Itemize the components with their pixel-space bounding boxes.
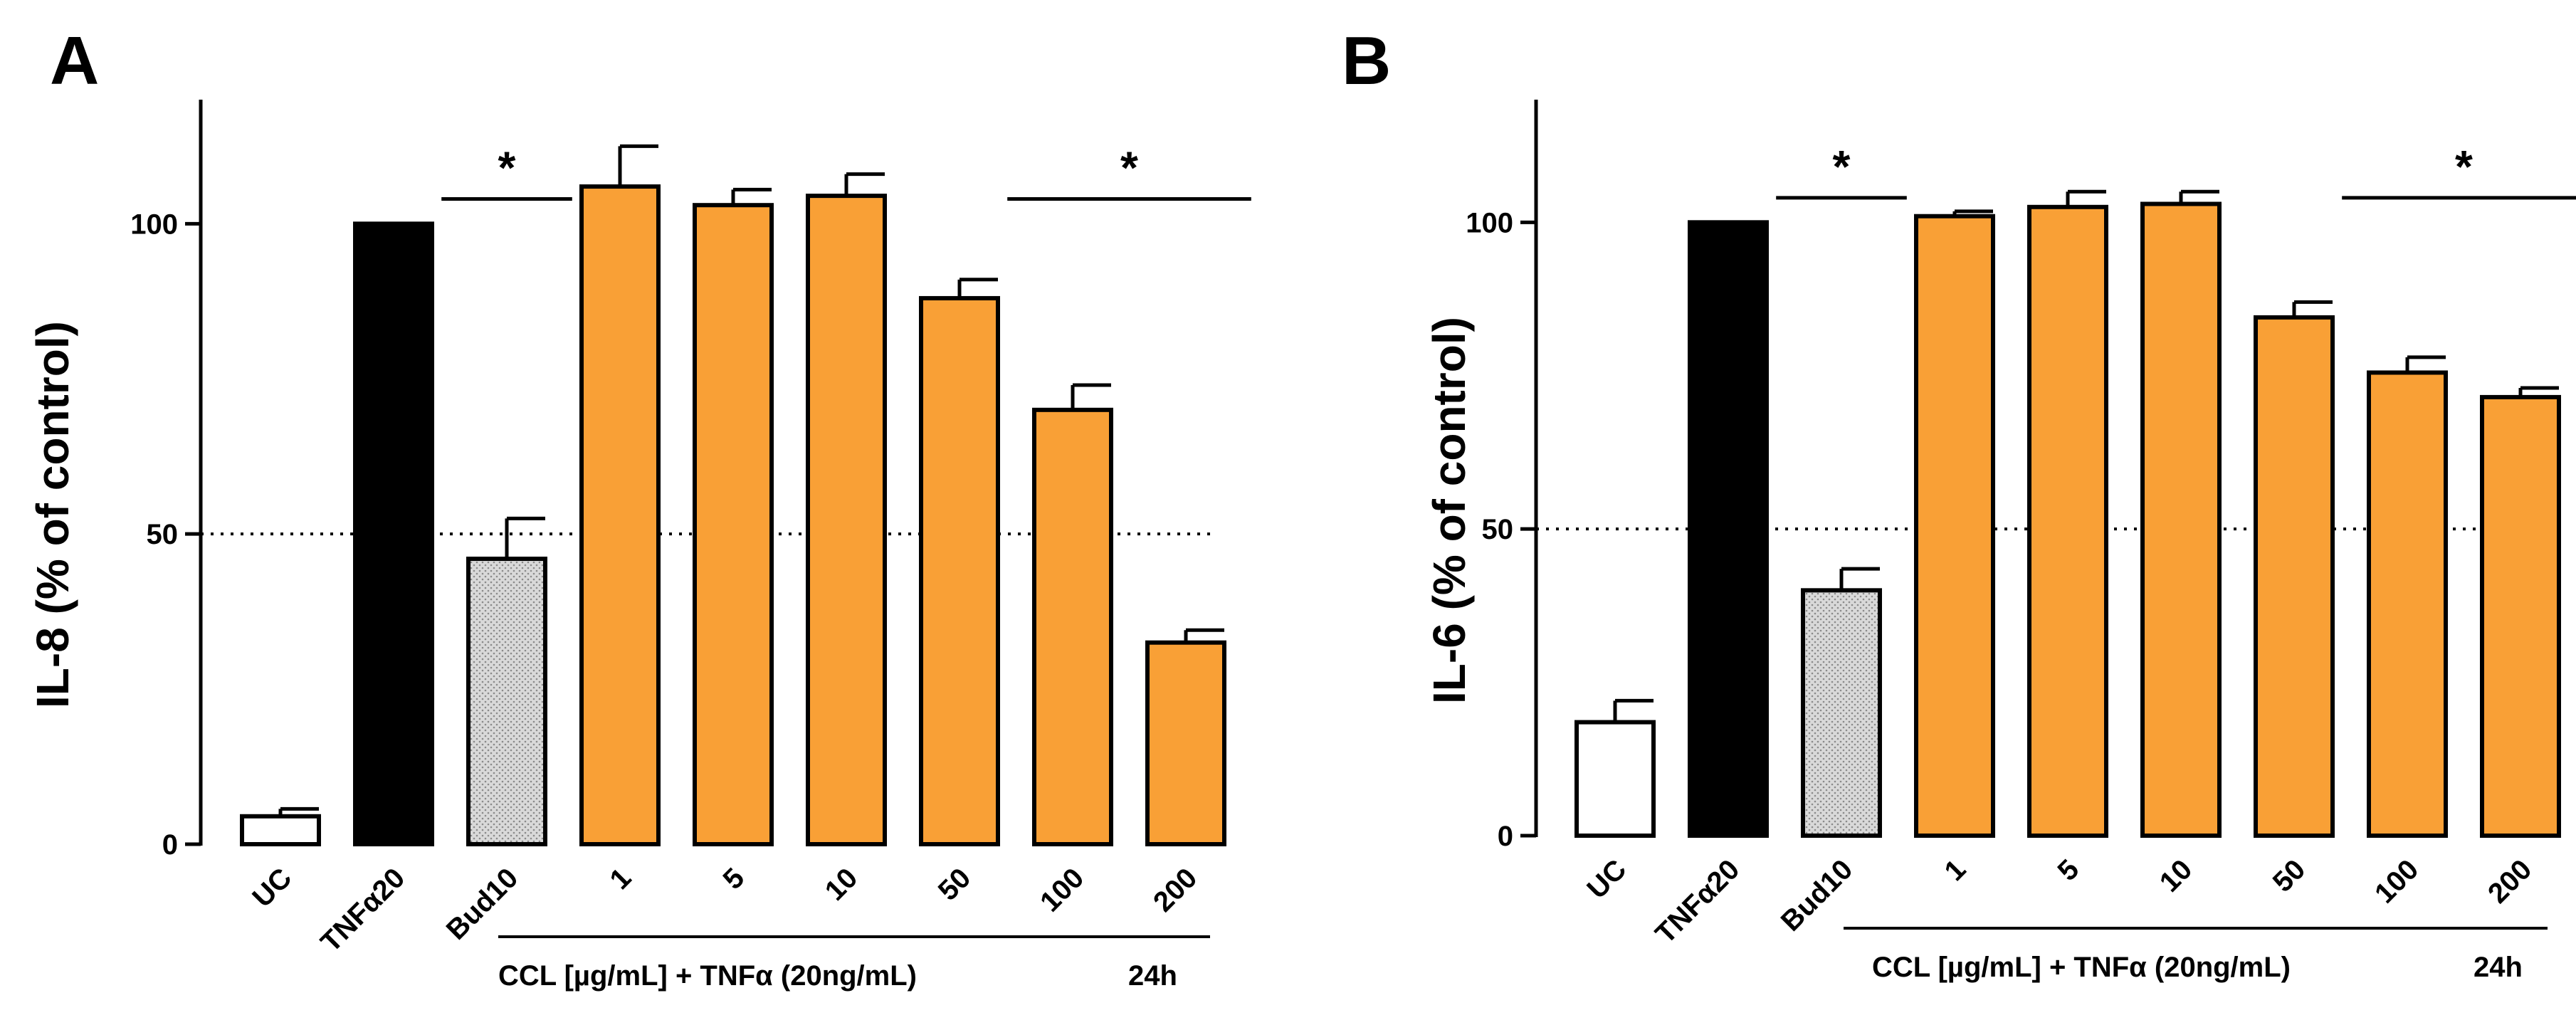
- category-label: Bud10: [441, 862, 525, 946]
- panel-label: A: [50, 23, 99, 99]
- category-label: TNFα20: [1649, 853, 1745, 950]
- y-tick-label: 50: [147, 519, 179, 550]
- time-label: 24h: [2474, 952, 2523, 983]
- bar-TNFα20: [353, 221, 434, 847]
- significance-star: *: [498, 142, 516, 193]
- category-label: 50: [2267, 853, 2312, 898]
- category-label: 200: [1147, 862, 1203, 918]
- significance-star: *: [1120, 142, 1138, 193]
- bar-100: [1032, 407, 1113, 846]
- category-label: Bud10: [1775, 853, 1859, 937]
- significance-star: *: [2455, 141, 2473, 192]
- category-label: TNFα20: [315, 862, 411, 958]
- panel-label: B: [1342, 23, 1391, 99]
- bar-Bud10: [1801, 588, 1882, 838]
- bar-UC: [240, 814, 321, 847]
- group-label: CCL [µg/mL] + TNFα (20ng/mL): [1872, 952, 2291, 983]
- category-label: 5: [717, 862, 751, 895]
- category-label: 100: [1034, 862, 1090, 918]
- bar-5: [693, 203, 774, 846]
- category-label: 10: [2154, 853, 2199, 898]
- bar-Bud10: [466, 557, 547, 846]
- y-tick-label: 50: [1482, 514, 1514, 545]
- category-label: 10: [819, 862, 864, 907]
- bar-200: [2480, 394, 2561, 838]
- group-label: CCL [µg/mL] + TNFα (20ng/mL): [498, 960, 917, 992]
- bar-1: [579, 184, 661, 846]
- category-label: 5: [2052, 853, 2086, 887]
- bar-10: [806, 194, 887, 846]
- category-label: UC: [246, 862, 298, 913]
- bar-200: [1145, 640, 1226, 846]
- category-label: 50: [932, 862, 977, 907]
- bar-50: [919, 295, 1000, 846]
- bar-TNFα20: [1688, 220, 1769, 839]
- y-axis-label: IL-8 (% of control): [27, 321, 78, 708]
- y-tick-label: 100: [1466, 207, 1513, 238]
- significance-star: *: [1833, 141, 1851, 192]
- y-tick-label: 0: [1498, 821, 1513, 852]
- bar-UC: [1574, 720, 1656, 839]
- panel-b: B 0 50 100 IL-6 (% of control) UC TNFα20 Bud10 1…: [1342, 23, 2576, 983]
- category-label: 200: [2482, 853, 2538, 909]
- panel-a: A 0 50 100 IL-8 (% of control) UC TNFα20 Bud10 1…: [27, 23, 1251, 992]
- bar-5: [2027, 204, 2108, 838]
- category-label: 1: [604, 862, 638, 895]
- bar-1: [1914, 214, 1995, 838]
- y-tick-label: 100: [130, 209, 178, 240]
- bar-50: [2254, 315, 2335, 838]
- category-label: UC: [1581, 853, 1632, 905]
- category-label: 100: [2369, 853, 2424, 909]
- bar-100: [2367, 370, 2448, 838]
- category-label: 1: [1939, 853, 1972, 887]
- time-label: 24h: [1128, 960, 1177, 992]
- y-axis-label: IL-6 (% of control): [1424, 317, 1475, 704]
- bar-10: [2140, 201, 2222, 838]
- y-tick-label: 0: [162, 829, 178, 861]
